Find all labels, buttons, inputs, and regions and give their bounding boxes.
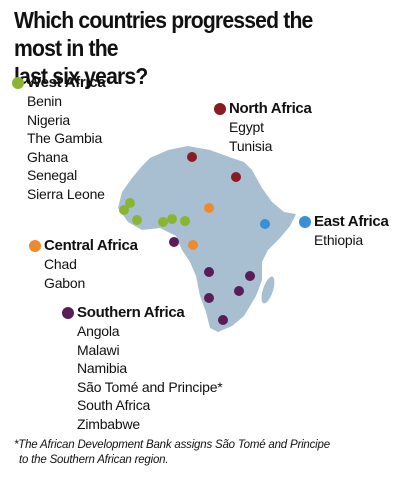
marker-benin xyxy=(167,214,177,224)
marker-egypt xyxy=(231,172,241,182)
marker-nigeria xyxy=(180,216,190,226)
marker-zimbabwe xyxy=(234,286,244,296)
country-item: Malawi xyxy=(77,341,120,358)
title-line-1: Which countries progressed the most in t… xyxy=(14,7,313,61)
country-item: Tunisia xyxy=(229,137,273,154)
legend-north-africa: North Africa Egypt Tunisia xyxy=(214,100,312,155)
marker-angola xyxy=(204,267,214,277)
country-item: Angola xyxy=(77,323,120,339)
country-item: Zimbabwe xyxy=(77,415,140,432)
west-africa-list: Benin Nigeria The Gambia Ghana Senegal S… xyxy=(12,92,105,203)
map-markers xyxy=(119,152,270,325)
country-item: The Gambia xyxy=(27,130,103,146)
central-africa-title: Central Africa xyxy=(44,237,138,254)
east-africa-title: East Africa xyxy=(314,213,389,230)
marker-senegal xyxy=(125,198,135,208)
country-item: Sierra Leone xyxy=(27,185,105,202)
marker-chad xyxy=(204,203,214,213)
marker-gabon xyxy=(188,240,198,250)
title-line-2: last six years? xyxy=(14,63,148,89)
marker-malawi xyxy=(245,271,255,281)
legend-central-africa: Central Africa Chad Gabon xyxy=(29,237,138,292)
marker-tunisia xyxy=(187,152,197,162)
southern-africa-title: Southern Africa xyxy=(77,304,185,321)
country-item: Benin xyxy=(27,93,62,109)
country-item: Gabon xyxy=(44,274,86,291)
west-africa-dot-icon xyxy=(12,77,24,89)
legend-southern-africa: Southern Africa Angola Malawi Namibia Sã… xyxy=(62,304,223,433)
marker-south-africa xyxy=(218,315,228,325)
country-item: Chad xyxy=(44,256,77,272)
footnote-line-1: *The African Development Bank assigns Sã… xyxy=(14,439,330,451)
marker-the-gambia xyxy=(119,205,129,215)
east-africa-dot-icon xyxy=(299,216,311,228)
madagascar xyxy=(261,276,275,304)
central-africa-list: Chad Gabon xyxy=(29,255,138,292)
country-item: Namibia xyxy=(77,360,127,376)
marker-ethiopia xyxy=(260,219,270,229)
legend-east-africa: East Africa Ethiopia xyxy=(299,213,389,250)
north-africa-dot-icon xyxy=(214,103,226,115)
legend-west-africa: West Africa Benin Nigeria The Gambia Gha… xyxy=(12,74,106,203)
footnote-line-2: to the Southern African region. xyxy=(19,454,169,466)
north-africa-list: Egypt Tunisia xyxy=(214,118,312,155)
marker-namibia xyxy=(204,293,214,303)
southern-africa-dot-icon xyxy=(62,307,74,319)
country-item: Senegal xyxy=(27,167,77,183)
east-africa-list: Ethiopia xyxy=(299,231,389,250)
southern-africa-list: Angola Malawi Namibia São Tomé and Princ… xyxy=(62,322,223,433)
marker-sierra-leone xyxy=(132,215,142,225)
marker-sao-tome xyxy=(169,237,179,247)
footnote: *The African Development Bank assigns Sã… xyxy=(14,438,394,468)
country-item: Ethiopia xyxy=(314,232,363,248)
west-africa-title: West Africa xyxy=(27,74,106,91)
marker-ghana xyxy=(158,217,168,227)
country-item: Nigeria xyxy=(27,111,70,128)
country-item: São Tomé and Principe* xyxy=(77,378,223,395)
country-item: Egypt xyxy=(229,119,264,135)
country-item: South Africa xyxy=(77,397,151,413)
africa-landmass xyxy=(118,146,296,332)
country-item: Ghana xyxy=(27,148,69,165)
north-africa-title: North Africa xyxy=(229,100,312,117)
page-title: Which countries progressed the most in t… xyxy=(14,6,364,90)
central-africa-dot-icon xyxy=(29,240,41,252)
